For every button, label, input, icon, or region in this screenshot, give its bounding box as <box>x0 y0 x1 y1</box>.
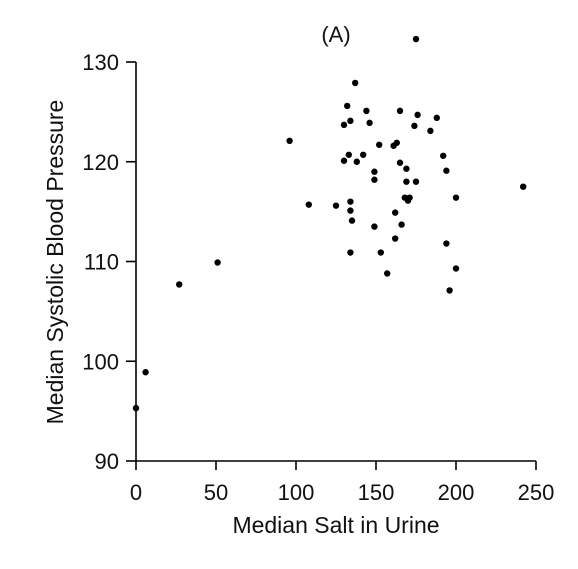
data-point <box>340 157 348 164</box>
data-point <box>440 152 447 159</box>
data-point <box>305 201 312 208</box>
data-point <box>286 137 293 145</box>
data-point <box>340 121 348 129</box>
data-point <box>332 202 340 209</box>
data-point <box>348 217 356 224</box>
data-point <box>412 35 420 43</box>
data-point <box>371 176 378 183</box>
data-points <box>132 35 527 412</box>
data-point <box>371 223 378 230</box>
data-point <box>347 117 354 125</box>
data-point <box>452 194 460 201</box>
data-point <box>132 404 140 412</box>
data-point <box>353 158 360 165</box>
data-point <box>427 127 434 135</box>
x-tick-label: 150 <box>358 480 395 505</box>
data-point <box>214 259 221 266</box>
x-tick-label: 50 <box>204 480 228 505</box>
data-point <box>384 270 391 277</box>
y-tick-label: 100 <box>82 349 119 374</box>
data-point <box>398 221 405 228</box>
x-tick-label: 200 <box>438 480 475 505</box>
data-point <box>392 209 399 216</box>
data-point <box>345 151 352 158</box>
data-point <box>406 194 413 201</box>
data-point <box>396 107 404 115</box>
data-point <box>433 114 440 122</box>
data-point <box>352 79 359 87</box>
data-point <box>363 107 370 115</box>
data-point <box>403 165 410 172</box>
data-point <box>347 249 354 256</box>
data-point <box>344 102 351 110</box>
x-tick-label: 0 <box>130 480 142 505</box>
data-point <box>443 167 450 174</box>
data-point <box>414 111 421 119</box>
axes <box>135 62 536 462</box>
data-point <box>520 183 527 190</box>
y-tick-label: 110 <box>84 250 119 275</box>
chart-title: (A) <box>321 22 350 47</box>
data-point <box>366 119 373 127</box>
x-tick-label: 250 <box>518 480 555 505</box>
data-point <box>452 265 460 272</box>
data-point <box>396 159 404 166</box>
data-point <box>176 281 183 288</box>
y-tick-label: 90 <box>95 449 119 474</box>
data-point <box>371 168 378 175</box>
x-axis-title: Median Salt in Urine <box>232 512 439 538</box>
data-point <box>377 249 384 256</box>
data-point <box>412 178 420 185</box>
y-tick-label: 120 <box>82 150 119 175</box>
data-point <box>347 198 354 205</box>
y-tick-label: 130 <box>82 50 119 75</box>
y-ticks: 90 100 110 120 130 <box>82 50 136 474</box>
data-point <box>393 139 400 146</box>
data-point <box>142 369 149 376</box>
y-axis-title: Median Systolic Blood Pressure <box>42 100 68 425</box>
data-point <box>411 122 418 130</box>
data-point <box>376 141 383 148</box>
data-point <box>360 151 367 158</box>
data-point <box>392 235 399 242</box>
x-tick-label: 100 <box>278 480 315 505</box>
data-point <box>443 240 450 247</box>
data-point <box>403 178 410 185</box>
x-ticks: 0 50 100 150 200 250 <box>130 461 554 505</box>
data-point <box>347 207 354 214</box>
data-point <box>446 287 453 294</box>
